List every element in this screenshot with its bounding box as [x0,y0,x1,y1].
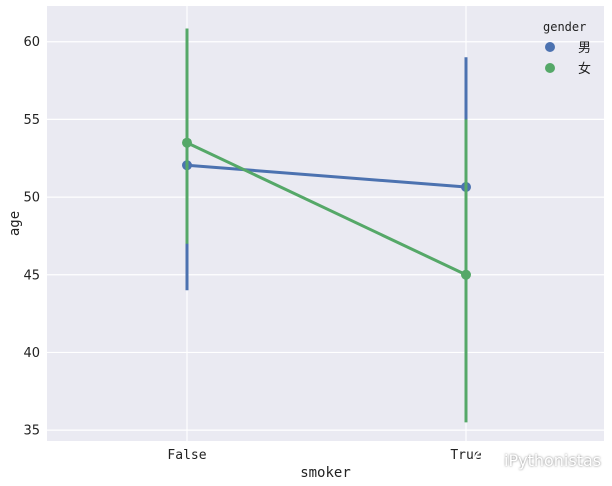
y-tick-label: 35 [23,424,40,439]
legend-label: 女 [578,61,591,77]
series-line [186,141,467,277]
data-point [182,137,192,148]
y-tick-label: 55 [23,113,40,128]
wechat-icon [474,450,499,469]
plot-area [47,6,604,441]
x-tick-label: True [450,448,481,463]
watermark: iPythonistas [474,446,601,474]
y-tick-labels: 35 40 45 50 55 60 [23,35,40,438]
x-tick-label: False [167,448,206,463]
series-line [186,163,467,189]
watermark-text: iPythonistas [504,450,602,470]
legend-marker [545,42,555,52]
y-axis-label: age [7,211,23,236]
y-tick-label: 50 [23,191,40,206]
data-point [461,269,471,280]
legend: gender 男女 [543,20,591,77]
y-tick-label: 60 [23,35,40,50]
series-layer [182,28,471,423]
legend-marker [545,63,555,73]
legend-title: gender [543,20,586,34]
legend-label: 男 [578,41,591,56]
y-tick-label: 45 [23,268,40,283]
x-tick-labels: False True [167,448,481,463]
y-tick-label: 40 [23,346,40,361]
series-2 [182,28,471,423]
x-axis-label: smoker [300,465,351,481]
